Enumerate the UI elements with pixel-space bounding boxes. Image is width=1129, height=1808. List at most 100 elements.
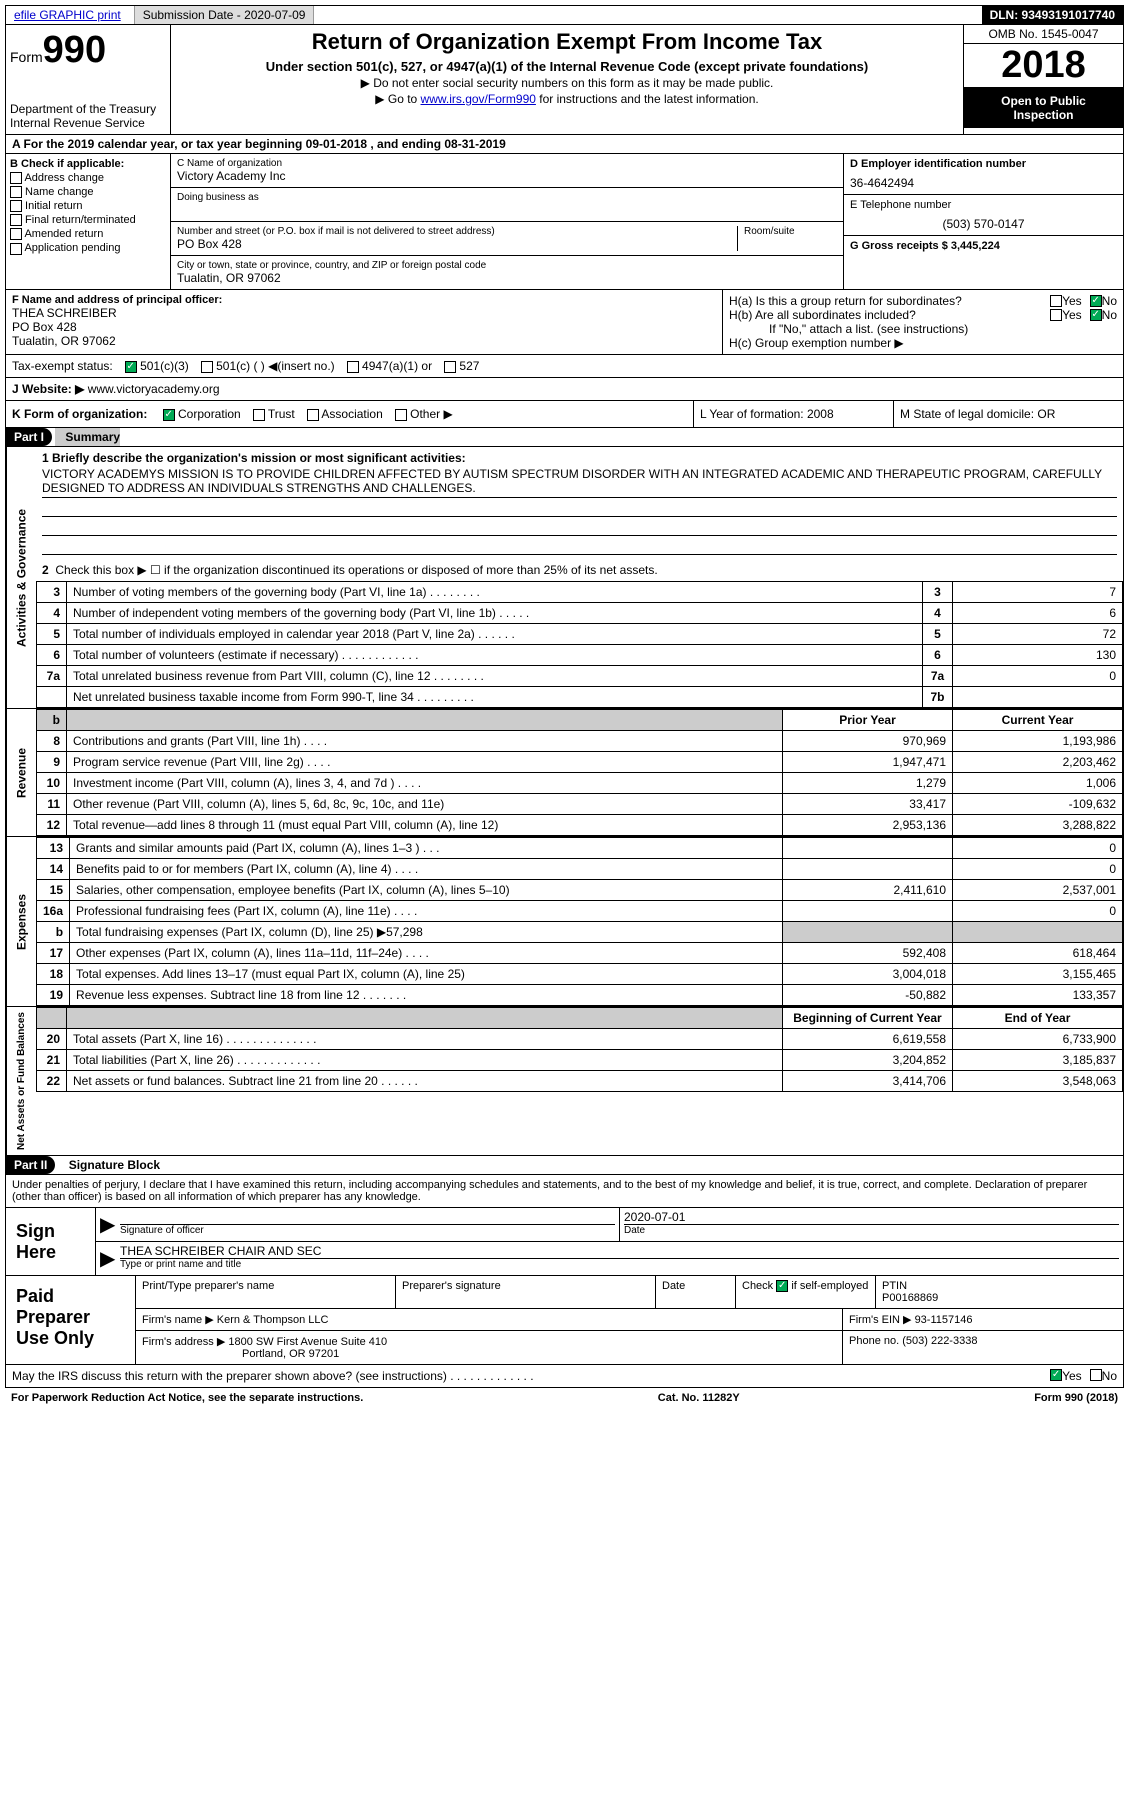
j-label: J Website: ▶ xyxy=(12,382,84,396)
sig-name: THEA SCHREIBER CHAIR AND SEC xyxy=(120,1244,1119,1258)
expenses-section: Expenses 13Grants and similar amounts pa… xyxy=(5,837,1124,1007)
prep-sig-hdr: Preparer's signature xyxy=(396,1276,656,1308)
checkbox-option[interactable]: Initial return xyxy=(10,200,166,212)
part1-title: Summary xyxy=(55,428,120,446)
checkbox-option[interactable]: Application pending xyxy=(10,242,166,254)
527-check[interactable] xyxy=(444,361,456,373)
table-row: 14Benefits paid to or for members (Part … xyxy=(37,859,1123,880)
netassets-table: Beginning of Current YearEnd of Year20To… xyxy=(36,1007,1123,1092)
501c-check[interactable] xyxy=(201,361,213,373)
prep-self-hdr: Check ✓ if self-employed xyxy=(736,1276,876,1308)
k-option[interactable]: Other ▶ xyxy=(395,407,453,421)
omb: OMB No. 1545-0047 xyxy=(964,25,1123,44)
tax-status-row: Tax-exempt status: ✓ 501(c)(3) 501(c) ( … xyxy=(5,355,1124,378)
sig-name-label: Type or print name and title xyxy=(120,1258,1119,1270)
table-row: 12Total revenue—add lines 8 through 11 (… xyxy=(37,815,1123,836)
subtitle-1: Under section 501(c), 527, or 4947(a)(1)… xyxy=(181,59,953,74)
k-option[interactable]: ✓ Corporation xyxy=(163,407,241,421)
k-option[interactable]: Association xyxy=(307,407,383,421)
checkbox-option[interactable]: Final return/terminated xyxy=(10,214,166,226)
dept: Department of the Treasury Internal Reve… xyxy=(10,102,166,130)
activities-section: Activities & Governance 1 Briefly descri… xyxy=(5,447,1124,709)
arrow-icon: ▶ xyxy=(96,1208,116,1241)
paid-preparer-label: Paid Preparer Use Only xyxy=(6,1276,136,1364)
ha-no[interactable]: ✓ xyxy=(1090,295,1102,307)
table-row: 8Contributions and grants (Part VIII, li… xyxy=(37,731,1123,752)
table-row: 15Salaries, other compensation, employee… xyxy=(37,880,1123,901)
table-row: bTotal fundraising expenses (Part IX, co… xyxy=(37,922,1123,943)
line-a: A For the 2019 calendar year, or tax yea… xyxy=(5,135,1124,154)
f-addr1: PO Box 428 xyxy=(12,320,716,334)
prep-name-hdr: Print/Type preparer's name xyxy=(136,1276,396,1308)
self-employed-check[interactable]: ✓ xyxy=(776,1280,788,1292)
irs-link[interactable]: www.irs.gov/Form990 xyxy=(421,92,536,106)
b-label: B Check if applicable: xyxy=(10,158,166,170)
checkbox-option[interactable]: Name change xyxy=(10,186,166,198)
table-row: 20Total assets (Part X, line 16) . . . .… xyxy=(37,1029,1123,1050)
row-fh: F Name and address of principal officer:… xyxy=(5,290,1124,355)
table-row: Net unrelated business taxable income fr… xyxy=(37,687,1123,708)
hc-label: H(c) Group exemption number ▶ xyxy=(729,336,1117,350)
expenses-table: 13Grants and similar amounts paid (Part … xyxy=(36,837,1123,1006)
ha-label: H(a) Is this a group return for subordin… xyxy=(729,294,1050,308)
firm-phone-cell: Phone no. (503) 222-3338 xyxy=(843,1331,1123,1364)
table-row: 13Grants and similar amounts paid (Part … xyxy=(37,838,1123,859)
table-row: 9Program service revenue (Part VIII, lin… xyxy=(37,752,1123,773)
efile-link[interactable]: efile GRAPHIC print xyxy=(6,6,129,24)
table-row: 7aTotal unrelated business revenue from … xyxy=(37,666,1123,687)
form-number: Form990 xyxy=(10,29,166,72)
subtitle-3: ▶ Go to www.irs.gov/Form990 for instruct… xyxy=(181,92,953,106)
501c3-check[interactable]: ✓ xyxy=(125,361,137,373)
hb-yes[interactable] xyxy=(1050,309,1062,321)
sig-officer-label: Signature of officer xyxy=(120,1224,615,1236)
sig-declaration: Under penalties of perjury, I declare th… xyxy=(6,1175,1123,1207)
arrow-icon: ▶ xyxy=(96,1242,116,1275)
ha-yes[interactable] xyxy=(1050,295,1062,307)
tax-label: Tax-exempt status: xyxy=(12,359,113,373)
side-revenue: Revenue xyxy=(6,709,36,836)
table-row: 16aProfessional fundraising fees (Part I… xyxy=(37,901,1123,922)
top-bar: efile GRAPHIC print Submission Date - 20… xyxy=(5,5,1124,25)
table-row: 3Number of voting members of the governi… xyxy=(37,582,1123,603)
f-addr2: Tualatin, OR 97062 xyxy=(12,334,716,348)
side-activities: Activities & Governance xyxy=(6,447,36,708)
footer: For Paperwork Reduction Act Notice, see … xyxy=(5,1388,1124,1408)
hb-note: If "No," attach a list. (see instruction… xyxy=(729,322,1117,336)
k-option[interactable]: Trust xyxy=(253,407,295,421)
l-year: L Year of formation: 2008 xyxy=(693,401,893,427)
checkbox-option[interactable]: Address change xyxy=(10,172,166,184)
g-label: G Gross receipts $ 3,445,224 xyxy=(850,240,1117,252)
hb-label: H(b) Are all subordinates included? xyxy=(729,308,1050,322)
city-label: City or town, state or province, country… xyxy=(177,260,837,271)
discuss-yes[interactable]: ✓ xyxy=(1050,1369,1062,1381)
hb-no[interactable]: ✓ xyxy=(1090,309,1102,321)
dln: DLN: 93493191017740 xyxy=(982,6,1123,24)
checkbox-option[interactable]: Amended return xyxy=(10,228,166,240)
dba-label: Doing business as xyxy=(177,192,837,203)
sig-date-label: Date xyxy=(624,1224,1119,1236)
f-label: F Name and address of principal officer: xyxy=(12,294,716,306)
part2-title: Signature Block xyxy=(59,1158,160,1172)
table-row: 4Number of independent voting members of… xyxy=(37,603,1123,624)
table-row: 6Total number of volunteers (estimate if… xyxy=(37,645,1123,666)
table-row: 18Total expenses. Add lines 13–17 (must … xyxy=(37,964,1123,985)
4947-check[interactable] xyxy=(347,361,359,373)
section-b: B Check if applicable: Address change Na… xyxy=(5,154,1124,290)
table-row: 17Other expenses (Part IX, column (A), l… xyxy=(37,943,1123,964)
ptin-cell: PTINP00168869 xyxy=(876,1276,1123,1308)
room-label: Room/suite xyxy=(744,226,837,237)
org-address: PO Box 428 xyxy=(177,237,737,251)
prep-date-hdr: Date xyxy=(656,1276,736,1308)
ein: 36-4642494 xyxy=(850,176,1117,190)
submission-date: Submission Date - 2020-07-09 xyxy=(134,6,315,24)
footer-mid: Cat. No. 11282Y xyxy=(658,1392,740,1404)
revenue-section: Revenue bPrior YearCurrent Year8Contribu… xyxy=(5,709,1124,837)
signature-block: Under penalties of perjury, I declare th… xyxy=(5,1175,1124,1388)
firm-addr-cell: Firm's address ▶ 1800 SW First Avenue Su… xyxy=(136,1331,843,1364)
side-expenses: Expenses xyxy=(6,837,36,1006)
discuss-no[interactable] xyxy=(1090,1369,1102,1381)
part1-header: Part I xyxy=(6,428,52,446)
firm-name-cell: Firm's name ▶ Kern & Thompson LLC xyxy=(136,1309,843,1330)
mission-label: 1 Briefly describe the organization's mi… xyxy=(42,451,1117,465)
org-name: Victory Academy Inc xyxy=(177,169,837,183)
